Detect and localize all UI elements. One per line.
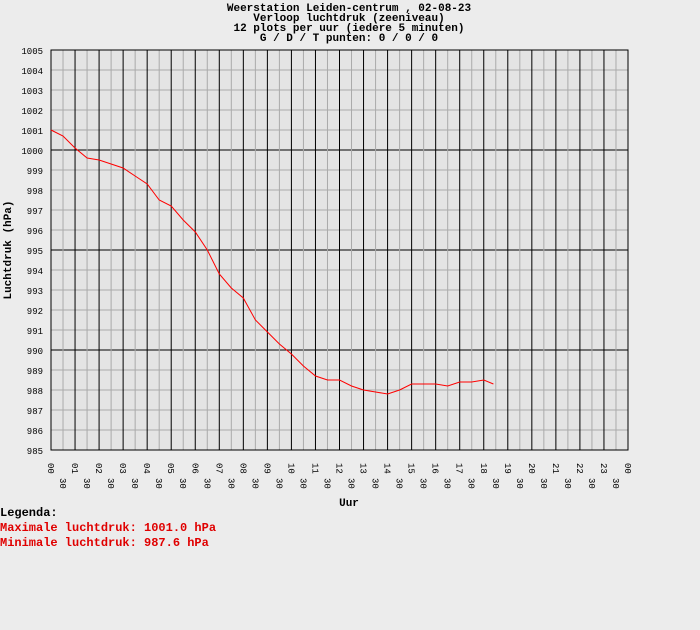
x-tick-label: 30 <box>129 478 139 489</box>
x-tick-label: 30 <box>394 478 404 489</box>
y-axis-label: Luchtdruk (hPa) <box>3 200 15 299</box>
data-line <box>50 129 494 395</box>
y-tick-label: 1005 <box>21 47 43 57</box>
chart-subtitle: 12 plots per uur (iedere 5 minuten) <box>233 23 464 35</box>
x-tick-label: 04 <box>141 463 151 474</box>
x-tick-label: 11 <box>309 463 319 474</box>
chart-title: Weerstation Leiden-centrum , 02-08-23 <box>227 3 472 15</box>
x-tick-label: 30 <box>273 478 283 489</box>
x-tick-label: 07 <box>213 463 223 474</box>
x-tick-label: 08 <box>237 463 247 474</box>
x-tick-label: 30 <box>177 478 187 489</box>
x-tick-label: 21 <box>550 463 560 474</box>
y-tick-label: 998 <box>27 187 43 197</box>
y-tick-label: 1001 <box>21 127 43 137</box>
grid <box>50 49 629 451</box>
y-tick-label: 995 <box>27 247 43 257</box>
x-tick-label: 12 <box>334 463 344 474</box>
y-tick-label: 1000 <box>21 147 43 157</box>
x-tick-label: 09 <box>261 463 271 474</box>
x-tick-label: 10 <box>285 463 295 474</box>
x-tick-label: 30 <box>562 478 572 489</box>
y-tick-label: 1004 <box>21 67 43 77</box>
x-tick-label: 30 <box>610 478 620 489</box>
x-tick-label: 30 <box>466 478 476 489</box>
note: Maximale luchtdruk: 1001.0 hPa <box>0 521 216 535</box>
x-tick-label: 30 <box>538 478 548 489</box>
x-tick-label: 30 <box>514 478 524 489</box>
y-tick-label: 993 <box>27 287 43 297</box>
x-tick-label: 01 <box>69 463 79 474</box>
x-tick-label: 30 <box>370 478 380 489</box>
x-tick-label: 19 <box>502 463 512 474</box>
x-tick-label: 20 <box>526 463 536 474</box>
y-tick-label: 987 <box>27 407 43 417</box>
x-tick-label: 15 <box>406 463 416 474</box>
x-tick-label: 23 <box>598 463 608 474</box>
y-tick-label: 988 <box>27 387 43 397</box>
x-tick-label: 00 <box>45 463 55 474</box>
plot-border <box>50 49 629 451</box>
x-tick-label: 30 <box>586 478 596 489</box>
y-tick-label: 994 <box>27 267 43 277</box>
x-tick-label: 03 <box>117 463 127 474</box>
chart-subtitle: Verloop luchtdruk (zeeniveau) <box>253 13 444 25</box>
y-tick-label: 996 <box>27 227 43 237</box>
x-tick-label: 14 <box>382 463 392 474</box>
x-tick-label: 30 <box>153 478 163 489</box>
x-tick-label: 13 <box>358 463 368 474</box>
note: Minimale luchtdruk: 987.6 hPa <box>0 536 209 550</box>
x-tick-label: 02 <box>93 463 103 474</box>
x-tick-label: 30 <box>442 478 452 489</box>
x-tick-label: 22 <box>574 463 584 474</box>
x-tick-label: 30 <box>201 478 211 489</box>
x-tick-label: 30 <box>225 478 235 489</box>
y-tick-label: 986 <box>27 427 43 437</box>
x-tick-label: 18 <box>478 463 488 474</box>
chart-subtitle: G / D / T punten: 0 / 0 / 0 <box>260 33 438 45</box>
y-tick-label: 1002 <box>21 107 43 117</box>
x-axis-label: Uur <box>339 498 359 510</box>
x-tick-label: 05 <box>165 463 175 474</box>
y-tick-label: 990 <box>27 347 43 357</box>
legend-title: Legenda: <box>0 506 58 520</box>
x-tick-label: 30 <box>81 478 91 489</box>
y-tick-label: 999 <box>27 167 43 177</box>
x-tick-label: 00 <box>622 463 632 474</box>
x-tick-label: 30 <box>105 478 115 489</box>
y-tick-label: 992 <box>27 307 43 317</box>
x-tick-label: 30 <box>346 478 356 489</box>
x-tick-label: 30 <box>57 478 67 489</box>
x-tick-label: 06 <box>189 463 199 474</box>
y-tick-label: 991 <box>27 327 43 337</box>
x-tick-label: 30 <box>418 478 428 489</box>
y-tick-label: 985 <box>27 447 43 457</box>
y-tick-label: 1003 <box>21 87 43 97</box>
y-tick-label: 997 <box>27 207 43 217</box>
x-tick-label: 30 <box>249 478 259 489</box>
x-tick-label: 30 <box>321 478 331 489</box>
x-tick-label: 30 <box>297 478 307 489</box>
x-tick-label: 17 <box>454 463 464 474</box>
x-tick-label: 30 <box>490 478 500 489</box>
x-tick-label: 16 <box>430 463 440 474</box>
y-tick-label: 989 <box>27 367 43 377</box>
